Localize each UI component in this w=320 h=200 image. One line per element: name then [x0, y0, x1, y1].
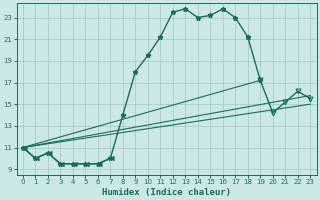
X-axis label: Humidex (Indice chaleur): Humidex (Indice chaleur) — [102, 188, 231, 197]
